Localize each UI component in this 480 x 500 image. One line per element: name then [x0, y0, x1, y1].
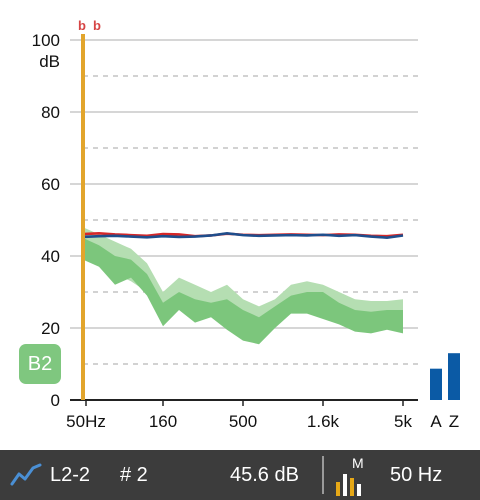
y-tick-label: 40	[41, 247, 60, 266]
summary-bar-label: Z	[449, 412, 459, 431]
y-tick-label: 20	[41, 319, 60, 338]
dark-green-band	[83, 238, 403, 345]
summary-bar-label: A	[430, 412, 442, 431]
measurement-name[interactable]: L2-2	[50, 464, 91, 486]
marker-label: b	[93, 18, 101, 33]
y-unit-label: dB	[39, 52, 60, 71]
x-axis-labels: 50Hz 160 500 1.6k 5k	[66, 400, 412, 431]
x-tick-label: 50Hz	[66, 412, 106, 431]
y-tick-label: 0	[51, 391, 60, 410]
y-axis-labels: 0 20 40 60 80 100 dB	[32, 31, 60, 410]
band-badge[interactable]: B2	[19, 344, 61, 384]
y-tick-label: 80	[41, 103, 60, 122]
x-tick-label: 5k	[394, 412, 412, 431]
y-tick-label: 60	[41, 175, 60, 194]
x-tick-label: 1.6k	[307, 412, 340, 431]
cursor-frequency: 50 Hz	[390, 464, 443, 486]
x-tick-label: 160	[149, 412, 177, 431]
summary-bar-z	[448, 353, 460, 400]
x-tick-label: 500	[229, 412, 257, 431]
level-readout: 45.6 dB	[230, 464, 299, 486]
summary-bar-a	[430, 368, 442, 400]
trend-line-icon[interactable]	[10, 462, 42, 488]
cursor-line	[81, 34, 85, 400]
green-bands	[83, 227, 403, 345]
blue-line	[82, 232, 404, 239]
level-meter-icon[interactable]	[334, 458, 368, 496]
marker-label: b	[78, 18, 86, 33]
y-tick-label: 100	[32, 31, 60, 50]
record-number: # 2	[120, 464, 148, 486]
series-lines	[82, 232, 404, 239]
status-bar: L2-2 # 2 45.6 dB M 50 Hz	[0, 450, 480, 500]
status-divider	[322, 456, 324, 494]
meter-mode: M	[352, 455, 364, 471]
